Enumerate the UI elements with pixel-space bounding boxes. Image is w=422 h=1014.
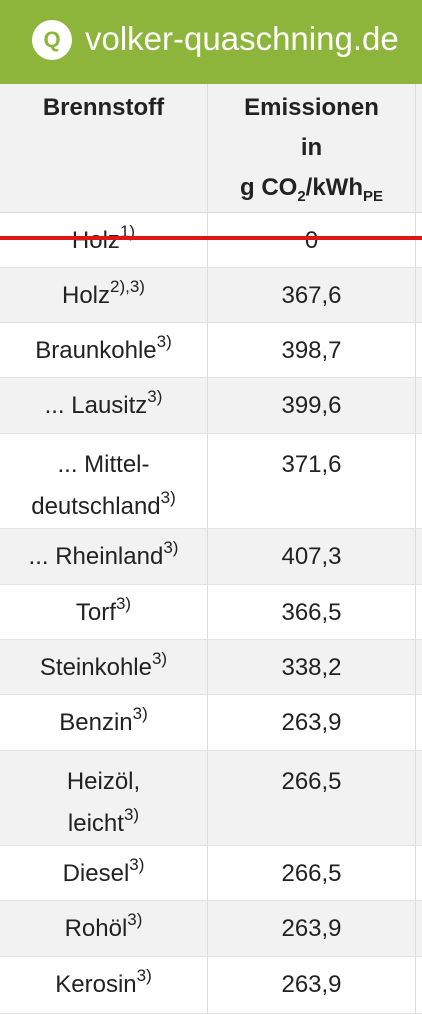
emission-value-cell: 0 — [208, 213, 416, 267]
table-row: ... Lausitz3) 399,6 — [0, 378, 422, 434]
column-header-fuel: Brennstoff — [0, 84, 208, 212]
table-row: Holz2),3) 367,6 — [0, 268, 422, 323]
fuel-cell: ... Mittel- deutschland3) — [0, 434, 208, 528]
fuel-cell: Holz2),3) — [0, 268, 208, 322]
table-row: Steinkohle3) 338,2 — [0, 640, 422, 695]
emission-value-cell: 398,7 — [208, 323, 416, 377]
table-row: Torf3) 366,5 — [0, 585, 422, 640]
fuel-cell: ... Lausitz3) — [0, 378, 208, 433]
table-header-row: Brennstoff Emissionen in g CO2/kWhPE — [0, 84, 422, 213]
site-logo-icon[interactable]: Q — [32, 20, 72, 60]
emission-value-cell: 367,6 — [208, 268, 416, 322]
fuel-cell: Holz1) — [0, 213, 208, 267]
fuel-cell: Kerosin3) — [0, 957, 208, 1013]
fuel-cell: Benzin3) — [0, 695, 208, 750]
fuel-cell: ... Rheinland3) — [0, 529, 208, 584]
emission-value-cell: 263,9 — [208, 695, 416, 750]
emission-value-cell: 338,2 — [208, 640, 416, 694]
table-row: Braunkohle3) 398,7 — [0, 323, 422, 378]
emissions-table: Brennstoff Emissionen in g CO2/kWhPE Hol… — [0, 84, 422, 1014]
emission-value-cell: 399,6 — [208, 378, 416, 433]
column-header-emissions: Emissionen in g CO2/kWhPE — [208, 84, 416, 212]
emission-value-cell: 371,6 — [208, 434, 416, 528]
fuel-cell: Rohöl3) — [0, 901, 208, 956]
emission-value-cell: 407,3 — [208, 529, 416, 584]
emission-value-cell: 266,5 — [208, 846, 416, 900]
table-row: Diesel3) 266,5 — [0, 846, 422, 901]
site-title[interactable]: volker-quaschning.de — [85, 20, 399, 57]
emission-value-cell: 263,9 — [208, 957, 416, 1013]
table-row: Benzin3) 263,9 — [0, 695, 422, 751]
table-row: ... Mittel- deutschland3) 371,6 — [0, 434, 422, 529]
emissions-unit: g CO2/kWhPE — [239, 174, 383, 205]
fuel-cell: Heizöl, leicht3) — [0, 751, 208, 845]
fuel-cell: Braunkohle3) — [0, 323, 208, 377]
emission-value-cell: 263,9 — [208, 901, 416, 956]
fuel-cell: Diesel3) — [0, 846, 208, 900]
fuel-cell: Torf3) — [0, 585, 208, 639]
fuel-cell: Steinkohle3) — [0, 640, 208, 694]
table-row: Heizöl, leicht3) 266,5 — [0, 751, 422, 846]
table-row: Rohöl3) 263,9 — [0, 901, 422, 957]
emission-value-cell: 266,5 — [208, 751, 416, 845]
table-row: Holz1) 0 — [0, 213, 422, 268]
emission-value-cell: 366,5 — [208, 585, 416, 639]
site-header-bar: Q volker-quaschning.de — [0, 0, 422, 84]
table-row: Kerosin3) 263,9 — [0, 957, 422, 1014]
strikethrough-line — [0, 236, 422, 240]
table-row: ... Rheinland3) 407,3 — [0, 529, 422, 585]
